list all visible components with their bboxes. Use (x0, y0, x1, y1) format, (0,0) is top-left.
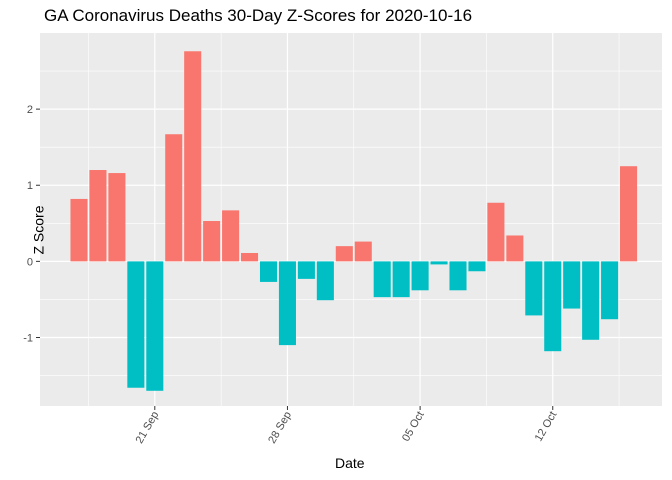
y-axis-label: Z Score (30, 205, 47, 255)
bar (487, 202, 505, 262)
x-tick-label: 05 Oct (400, 410, 427, 444)
bar (297, 261, 315, 279)
y-tick-label: 1 (27, 180, 33, 192)
x-tick-label: 21 Sep (134, 410, 162, 446)
bar (601, 261, 619, 320)
bar (278, 261, 296, 346)
bar (184, 51, 202, 262)
bar (316, 261, 334, 301)
bar (335, 246, 353, 262)
bar (373, 261, 391, 298)
bar (525, 261, 543, 316)
bar (582, 261, 600, 340)
chart-title: GA Coronavirus Deaths 30-Day Z-Scores fo… (44, 6, 473, 25)
bar (259, 261, 278, 282)
bar (127, 261, 145, 388)
y-tick-label: 2 (27, 104, 33, 116)
bar (89, 170, 107, 262)
x-tick-label: 28 Sep (266, 410, 294, 446)
bar (354, 241, 372, 262)
bar (430, 261, 448, 265)
y-tick-label: -1 (23, 332, 33, 344)
x-axis-label: Date (335, 455, 365, 471)
bar (449, 261, 467, 291)
bar (241, 252, 259, 262)
bar (506, 235, 524, 262)
bar (544, 261, 562, 352)
bar (222, 210, 240, 262)
bar (468, 261, 486, 272)
bar (146, 261, 164, 391)
bar (563, 261, 581, 309)
bar (203, 221, 221, 262)
bar (620, 166, 638, 262)
y-tick-label: 0 (27, 256, 33, 268)
bar (392, 261, 410, 298)
bar (108, 173, 126, 262)
bar (70, 198, 88, 262)
bar (411, 261, 429, 291)
bar (165, 134, 183, 262)
x-tick-label: 12 Oct (533, 410, 560, 444)
